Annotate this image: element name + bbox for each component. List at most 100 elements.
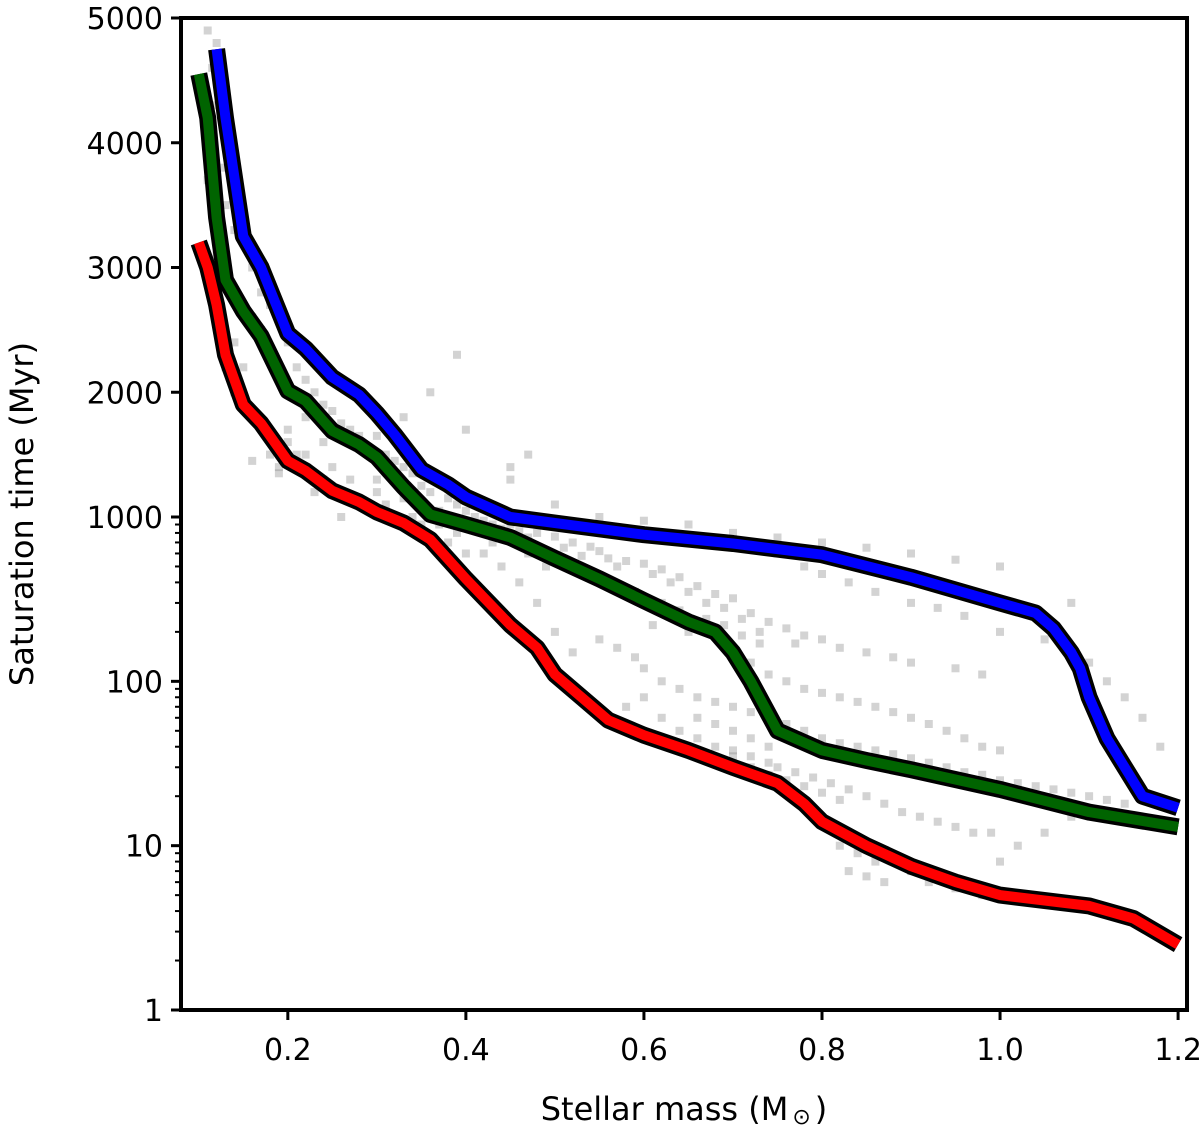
scatter-point-224 [693, 734, 702, 743]
scatter-point-184 [274, 463, 283, 472]
y-tick-label-5: 3000 [87, 252, 163, 287]
scatter-point-247 [453, 528, 461, 537]
scatter-point-197 [773, 533, 782, 542]
scatter-point-168 [996, 627, 1004, 636]
sun-symbol: ⊙ [792, 1105, 810, 1130]
scatter-point-226 [729, 752, 737, 761]
scatter-point-201 [951, 555, 960, 564]
scatter-point-88 [907, 658, 915, 667]
scatter-point-261 [524, 450, 533, 459]
scatter-point-190 [461, 425, 470, 434]
scatter-point-7 [221, 201, 230, 210]
scatter-point-62 [577, 551, 586, 560]
scatter-point-106 [907, 754, 915, 763]
scatter-point-55 [533, 528, 542, 537]
plot-background [181, 18, 1187, 1010]
scatter-point-172 [533, 598, 542, 607]
scatter-point-265 [248, 456, 257, 465]
scatter-point-141 [853, 849, 862, 858]
scatter-point-71 [693, 582, 702, 591]
scatter-point-99 [782, 720, 791, 728]
scatter-point-87 [889, 653, 898, 662]
x-tick-label-0: 0.2 [264, 1033, 312, 1068]
scatter-point-185 [283, 438, 292, 447]
scatter-point-124 [729, 746, 737, 755]
scatter-point-135 [915, 812, 924, 821]
scatter-point-208 [818, 688, 826, 697]
scatter-point-41 [417, 481, 426, 490]
series-green-line [193, 73, 1179, 832]
scatter-point-145 [880, 878, 889, 887]
scatter-point-256 [702, 614, 711, 623]
series-lines [190, 48, 1183, 952]
scatter-point-143 [844, 867, 853, 876]
scatter-point-120 [711, 720, 720, 728]
scatter-point-110 [978, 770, 987, 779]
scatter-point-23 [292, 363, 301, 372]
scatter-point-258 [737, 631, 746, 640]
y-tick-label-2: 100 [106, 665, 163, 700]
scatter-point-239 [274, 469, 283, 478]
y-tick-label-7: 5000 [87, 2, 163, 37]
scatter-point-92 [657, 677, 666, 686]
scatter-point-154 [595, 635, 604, 644]
scatter-point-1 [212, 39, 221, 47]
y-tick-label-3: 1000 [87, 501, 163, 536]
scatter-point-100 [800, 726, 809, 735]
scatter-point-26 [310, 388, 319, 397]
scatter-point-117 [1102, 795, 1111, 804]
scatter-point-134 [898, 808, 907, 817]
scatter-point-173 [515, 578, 524, 587]
scatter-point-31 [346, 425, 355, 434]
scatter-point-96 [729, 702, 737, 711]
scatter-point-248 [488, 538, 497, 547]
scatter-point-60 [586, 542, 595, 551]
x-axis: 0.2 0.4 0.6 0.8 1.0 1.2 [264, 1010, 1200, 1068]
scatter-point-222 [657, 713, 666, 722]
scatter-point-262 [453, 350, 461, 359]
scatter-point-118 [1120, 799, 1129, 808]
scatter-point-107 [924, 758, 933, 767]
scatter-point-128 [791, 768, 800, 777]
scatter-point-79 [764, 617, 773, 626]
scatter-point-129 [809, 773, 818, 782]
scatter-point-161 [800, 562, 809, 571]
scatter-point-205 [764, 670, 773, 679]
scatter-point-65 [613, 562, 622, 571]
scatter-point-206 [782, 677, 791, 686]
scatter-point-211 [871, 702, 880, 711]
scatter-point-122 [746, 734, 755, 743]
scatter-point-217 [978, 742, 987, 751]
scatter-point-156 [631, 653, 639, 662]
scatter-point-45 [453, 500, 461, 509]
scatter-point-136 [933, 817, 942, 826]
scatter-point-216 [960, 734, 969, 743]
scatter-point-101 [818, 734, 826, 743]
scatter-point-121 [729, 726, 737, 735]
scatter-point-241 [283, 425, 292, 434]
scatter-point-54 [515, 527, 524, 536]
y-tick-label-6: 4000 [87, 127, 163, 162]
scatter-point-57 [550, 532, 559, 541]
scatter-point-187 [328, 463, 337, 472]
scatter-point-214 [924, 720, 933, 728]
scatter-point-196 [729, 528, 737, 537]
scatter-point-193 [595, 513, 604, 521]
y-tick-label-4: 2000 [87, 376, 163, 411]
scatter-point-83 [791, 639, 800, 648]
scatter-point-72 [684, 587, 693, 596]
scatter-point-213 [907, 713, 915, 722]
x-tick-label-2: 0.6 [620, 1033, 668, 1068]
scatter-point-111 [996, 776, 1004, 785]
scatter-point-162 [818, 570, 826, 578]
scatter-point-97 [746, 708, 755, 717]
scatter-point-194 [639, 516, 648, 525]
scatter-point-104 [871, 746, 880, 755]
scatter-point-163 [844, 578, 853, 587]
scatter-point-86 [862, 648, 871, 657]
scatter-point-13 [257, 288, 266, 297]
scatter-point-242 [301, 450, 310, 459]
y-axis-label: Saturation time (Myr) [3, 342, 41, 686]
scatter-point-123 [764, 742, 773, 751]
scatter-point-73 [711, 590, 720, 598]
